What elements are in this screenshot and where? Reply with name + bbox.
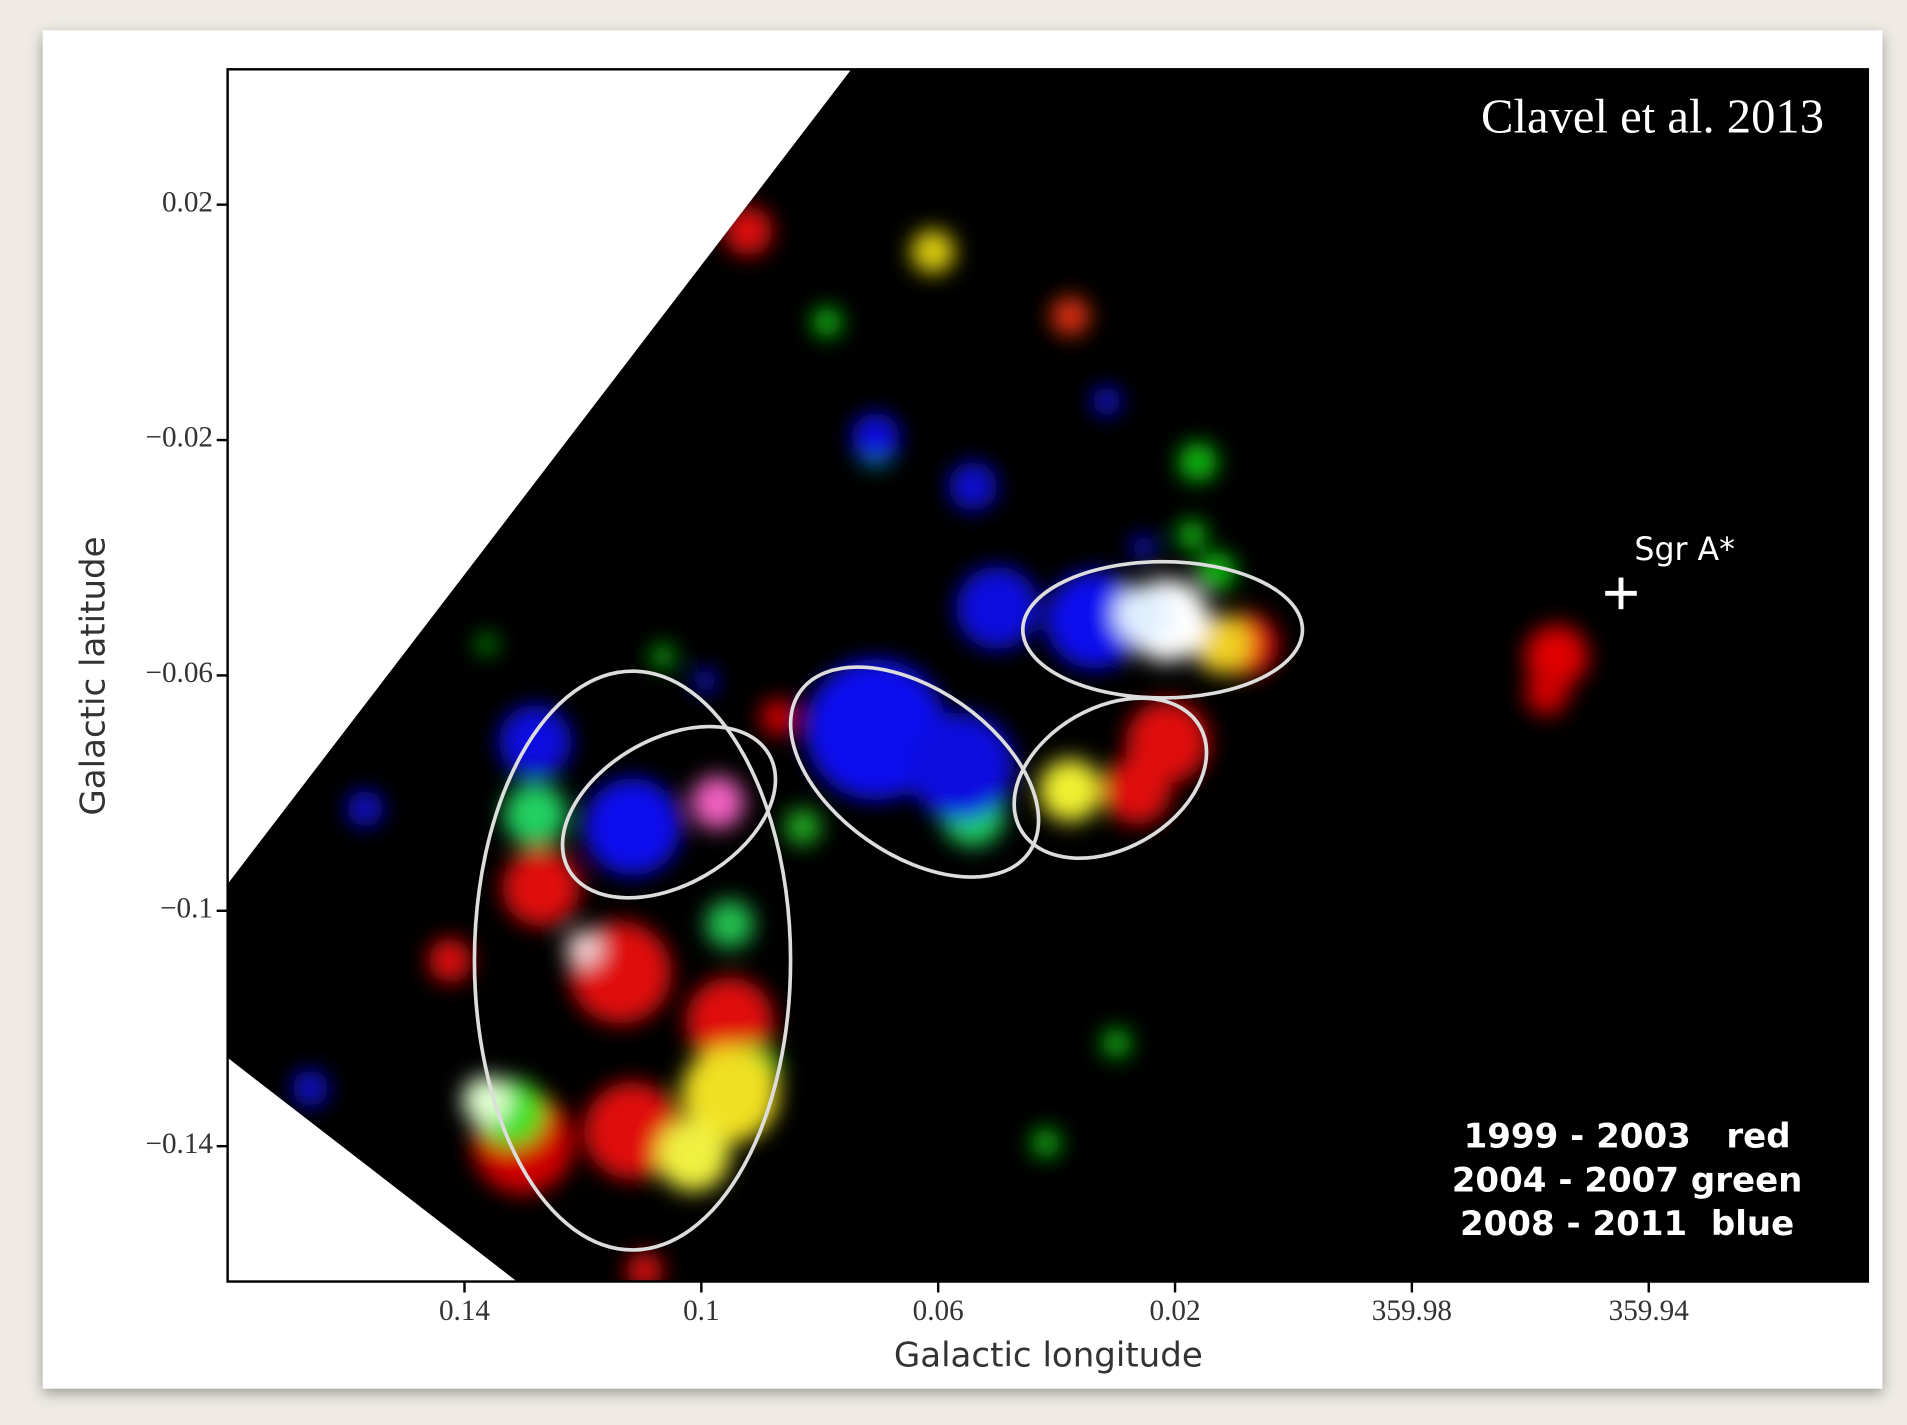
emission-blob: [462, 1076, 511, 1125]
emission-blob: [504, 783, 567, 846]
emission-blob: [1114, 585, 1172, 643]
x-tick-label: 359.98: [1372, 1295, 1452, 1327]
emission-blob: [907, 713, 1014, 820]
y-tick-label: −0.02: [146, 422, 214, 454]
x-tick-label: 0.1: [683, 1295, 719, 1327]
emission-blob: [1177, 520, 1206, 549]
emission-blob: [911, 230, 955, 274]
emission-blob: [1103, 756, 1171, 824]
emission-blob: [347, 790, 383, 826]
legend-line: 2004 - 2007 green: [1452, 1160, 1803, 1200]
y-tick-label: −0.1: [160, 893, 213, 925]
emission-blob: [502, 849, 580, 927]
y-tick-label: −0.06: [146, 657, 214, 689]
sgr-a-label: Sgr A*: [1634, 532, 1735, 568]
emission-blob: [1039, 759, 1102, 822]
emission-blob: [1031, 1128, 1060, 1157]
emission-blob: [812, 308, 841, 337]
emission-blob: [566, 930, 602, 966]
emission-blob: [1178, 443, 1217, 482]
emission-blob: [1131, 535, 1155, 559]
y-tick-label: −0.14: [146, 1128, 214, 1160]
emission-blob: [651, 644, 675, 668]
x-axis-label: Galactic longitude: [894, 1335, 1203, 1375]
figure: Clavel et al. 2013 Sgr A* 1999 - 2003 re…: [0, 0, 1907, 1425]
y-tick-label: 0.02: [162, 186, 213, 218]
emission-blob: [956, 567, 1039, 650]
emission-blob: [292, 1070, 328, 1106]
emission-blob: [1092, 387, 1121, 416]
emission-blob: [584, 778, 681, 875]
credit: Clavel et al. 2013: [1481, 90, 1824, 144]
emission-blob: [784, 809, 820, 845]
emission-blob: [1051, 297, 1090, 336]
x-tick-label: 0.06: [913, 1295, 964, 1327]
emission-blob: [691, 776, 744, 829]
emission-blob: [477, 635, 496, 654]
legend-line: 2008 - 2011 blue: [1460, 1204, 1794, 1244]
legend-line: 1999 - 2003 red: [1464, 1117, 1791, 1157]
emission-blob: [499, 705, 572, 778]
emission-blob: [693, 669, 717, 693]
emission-blob: [1102, 1029, 1131, 1058]
emission-blob: [428, 939, 472, 983]
emission-blob: [657, 1119, 730, 1192]
x-tick-label: 359.94: [1609, 1295, 1690, 1327]
emission-blob: [949, 462, 998, 511]
x-tick-label: 0.02: [1150, 1295, 1201, 1327]
x-tick-label: 0.14: [439, 1295, 490, 1327]
emission-blob: [705, 900, 754, 949]
emission-blob: [1525, 671, 1569, 715]
page: {"chart_data": {"type": "image", "x_labe…: [0, 0, 1907, 1425]
emission-blob: [851, 413, 900, 462]
y-axis-label: Galactic latitude: [74, 536, 114, 815]
